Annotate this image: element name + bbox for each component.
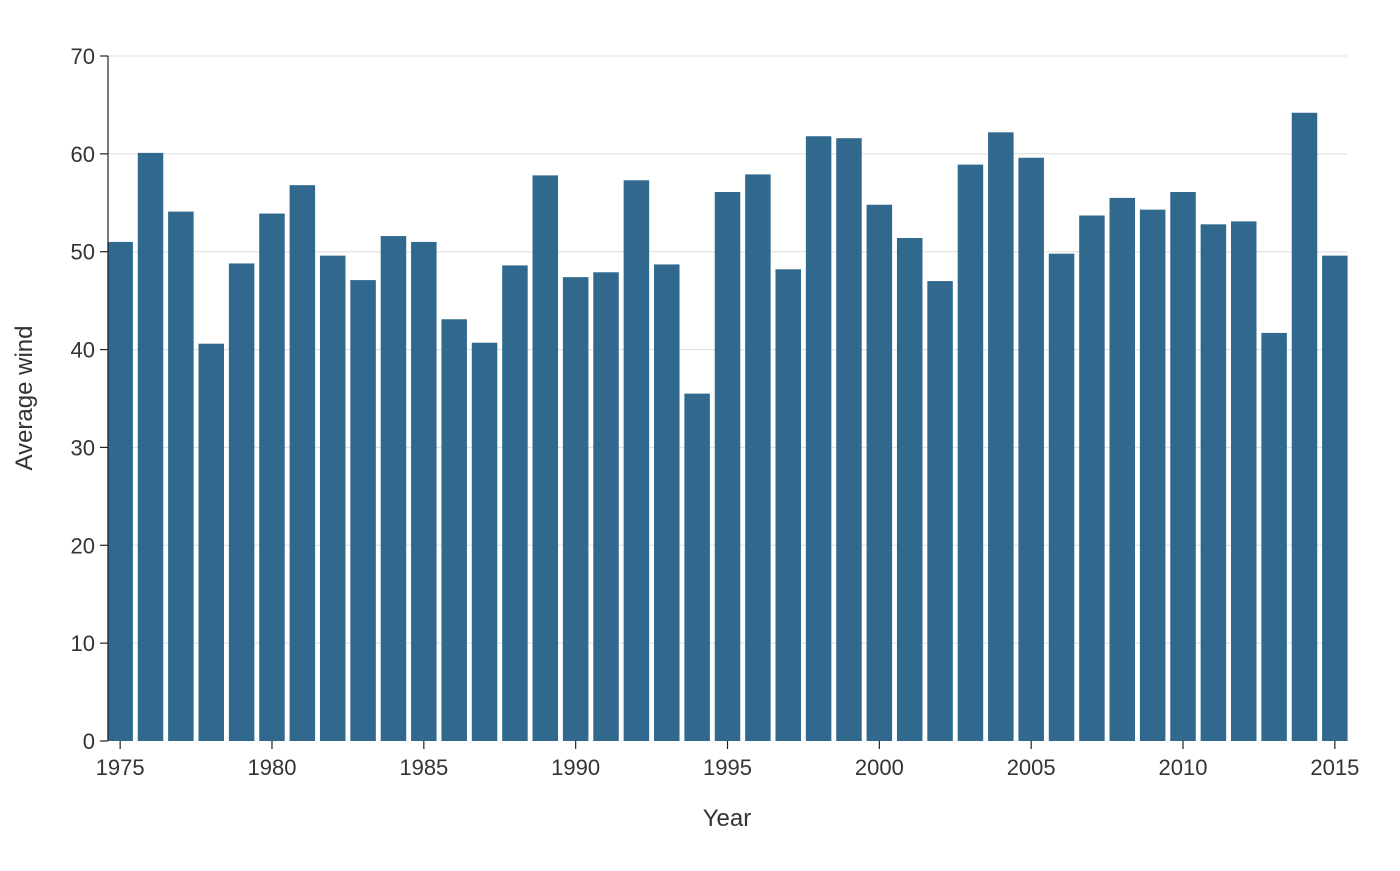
y-axis-title: Average wind (11, 326, 38, 471)
y-tick-label: 70 (71, 44, 95, 69)
y-tick-label: 30 (71, 435, 95, 460)
bar-1997 (775, 269, 801, 741)
bar-2003 (957, 164, 984, 741)
bar-1988 (502, 265, 528, 741)
x-axis-title: Year (703, 805, 752, 832)
bar-1996 (745, 174, 771, 741)
x-tick-label: 1990 (551, 755, 600, 780)
bar-2014 (1291, 112, 1318, 741)
bar-1993 (654, 264, 680, 741)
y-tick-label: 0 (83, 729, 95, 754)
bar-2000 (866, 204, 893, 741)
bar-2011 (1200, 224, 1227, 742)
axes: 0 10 20 30 40 50 60 70 1975 1980 1985 1990 1995 2000 2… (71, 44, 1360, 780)
x-tick-label: 1985 (399, 755, 448, 780)
bar-1991 (593, 272, 619, 741)
bar-2001 (896, 238, 923, 741)
bar-1985 (411, 241, 437, 741)
bar-2013 (1261, 332, 1287, 741)
bar-1977 (168, 211, 194, 742)
bar-1986 (441, 319, 467, 741)
bar-2015 (1322, 255, 1348, 741)
bar-1975 (107, 241, 133, 741)
x-tick-label: 2010 (1159, 755, 1208, 780)
bar-1995 (714, 192, 741, 741)
bar-2005 (1018, 157, 1044, 741)
y-tick-label: 10 (71, 631, 95, 656)
bar-1987 (471, 342, 498, 741)
y-tick-label: 20 (71, 533, 95, 558)
bar-1976 (137, 152, 164, 742)
x-tick-label: 1980 (248, 755, 297, 780)
x-tick-label: 2000 (855, 755, 904, 780)
bar-2002 (927, 281, 953, 741)
bar-1984 (380, 236, 407, 742)
x-tick-label: 2015 (1310, 755, 1359, 780)
bar-1980 (259, 213, 285, 742)
y-tick-label: 50 (71, 240, 95, 265)
bar-2007 (1079, 215, 1105, 741)
bar-1982 (319, 255, 346, 741)
y-tick-label: 60 (71, 142, 95, 167)
bar-1990 (562, 277, 589, 741)
bar-1992 (623, 180, 650, 741)
bar-2009 (1139, 209, 1166, 741)
bar-1978 (198, 343, 225, 741)
bar-2004 (988, 132, 1014, 742)
bar-1989 (532, 175, 559, 741)
bar-2006 (1048, 253, 1075, 741)
x-tick-label: 2005 (1007, 755, 1056, 780)
x-tick-label: 1995 (703, 755, 752, 780)
bar-1983 (350, 280, 376, 741)
bar-1999 (836, 138, 862, 741)
bar-1998 (805, 136, 832, 741)
bar-2012 (1230, 221, 1257, 742)
bar-1979 (228, 263, 255, 741)
bar-2010 (1170, 192, 1196, 741)
y-tick-label: 40 (71, 338, 95, 363)
bar-1981 (289, 185, 316, 741)
bar-2008 (1109, 197, 1136, 742)
bar-1994 (684, 393, 710, 741)
x-tick-label: 1975 (96, 755, 145, 780)
bars (107, 112, 1348, 742)
